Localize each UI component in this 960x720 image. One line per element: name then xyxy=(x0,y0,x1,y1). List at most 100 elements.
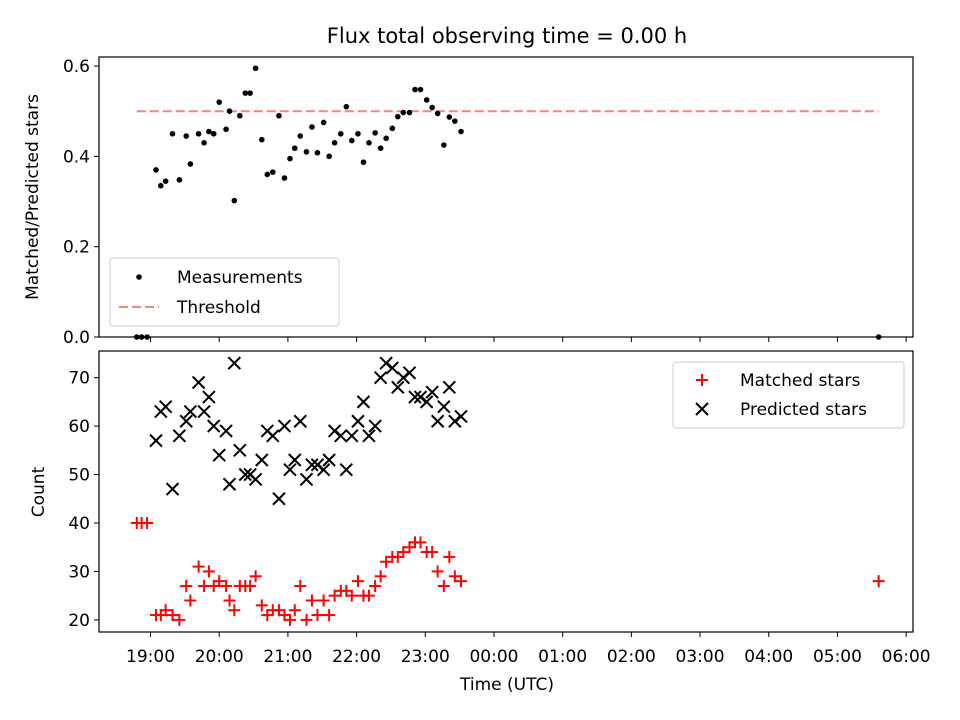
measurement-point xyxy=(314,149,321,156)
bottom-xlabel: Time (UTC) xyxy=(459,675,554,695)
predicted-point xyxy=(316,462,331,477)
measurement-point xyxy=(309,124,315,130)
predicted-point xyxy=(402,366,417,380)
measurement-point xyxy=(183,133,190,139)
matched-point xyxy=(283,613,296,626)
matched-legend-marker xyxy=(696,374,708,386)
matched-point xyxy=(202,565,215,578)
predicted-point xyxy=(277,419,292,433)
predicted-point xyxy=(299,472,314,487)
matched-point xyxy=(244,579,257,592)
matched-point xyxy=(455,575,468,588)
matched-point xyxy=(220,579,233,592)
predicted-point xyxy=(238,467,253,482)
matched-point xyxy=(305,594,318,607)
measurement-point xyxy=(360,159,367,166)
top-ytick-label: 0.6 xyxy=(63,57,90,77)
measurement-point xyxy=(452,118,458,124)
matched-point xyxy=(213,575,226,588)
bottom-xtick-label: 20:00 xyxy=(195,647,244,667)
predicted-point xyxy=(430,414,445,428)
measurement-point xyxy=(247,90,253,96)
measurement-point xyxy=(297,133,304,139)
measurement-point xyxy=(226,108,233,114)
matched-point xyxy=(249,570,262,583)
matched-point xyxy=(228,604,241,617)
bottom-xtick-label: 01:00 xyxy=(538,647,587,667)
predicted-point xyxy=(172,429,187,443)
predicted-point xyxy=(419,395,434,409)
predicted-point xyxy=(437,400,451,414)
bottom-ytick-label: 70 xyxy=(68,369,90,389)
bottom-ytick-label: 50 xyxy=(68,466,90,486)
predicted-point xyxy=(197,404,211,419)
measurement-point xyxy=(237,112,243,119)
legend-threshold: Threshold xyxy=(176,298,261,318)
measurement-point xyxy=(355,130,361,137)
measurement-point xyxy=(158,182,164,189)
measurement-point xyxy=(429,104,435,111)
top-ylabel: Matched/Predicted stars xyxy=(23,94,43,300)
measurement-point xyxy=(231,197,238,204)
matched-point xyxy=(223,594,236,607)
bottom-ytick-label: 40 xyxy=(68,514,90,534)
measurement-point xyxy=(206,128,212,135)
predicted-point xyxy=(272,492,286,506)
matched-point xyxy=(173,613,186,626)
predicted-point xyxy=(293,414,307,428)
predicted-point xyxy=(368,419,382,433)
predicted-point xyxy=(283,462,297,477)
bottom-xtick-label: 22:00 xyxy=(332,647,381,667)
predicted-point xyxy=(233,443,247,458)
measurement-point xyxy=(269,169,276,175)
bottom-axes-frame xyxy=(98,350,914,633)
measurement-point xyxy=(223,126,229,133)
matched-point xyxy=(192,560,205,573)
measurement-point xyxy=(287,155,293,162)
measurement-point xyxy=(395,113,401,120)
matched-point xyxy=(300,613,313,626)
top-axes-frame xyxy=(98,56,914,338)
measurement-point xyxy=(252,65,259,72)
measurement-point xyxy=(153,167,159,173)
predicted-point xyxy=(408,390,422,404)
measurement-point xyxy=(441,142,447,148)
matched-point xyxy=(362,589,375,602)
measurement-point xyxy=(259,136,265,143)
predicted-point xyxy=(322,453,336,467)
top-ytick-label: 0.2 xyxy=(63,238,90,258)
measurement-point xyxy=(326,153,332,160)
predicted-point xyxy=(212,448,226,462)
bottom-xtick-label: 06:00 xyxy=(882,647,931,667)
matched-point xyxy=(414,536,427,549)
measurement-point xyxy=(276,112,282,119)
measurement-point xyxy=(291,145,298,152)
predicted-point xyxy=(202,390,216,404)
bottom-ytick-label: 20 xyxy=(68,611,90,631)
measurements-legend-marker xyxy=(136,274,142,280)
measurement-point xyxy=(242,90,249,96)
predicted-point xyxy=(266,429,280,443)
matched-point xyxy=(369,579,382,592)
measurement-point xyxy=(201,140,207,146)
measurement-point xyxy=(412,86,418,93)
predicted-point xyxy=(339,462,353,477)
matched-point xyxy=(374,570,387,583)
measurement-point xyxy=(406,109,413,116)
bottom-xtick-label: 19:00 xyxy=(126,647,175,667)
matched-point xyxy=(351,575,364,588)
measurement-point xyxy=(383,135,389,142)
measurement-point xyxy=(210,130,217,137)
predicted-point xyxy=(373,370,388,385)
predicted-point xyxy=(425,385,439,399)
measurement-point xyxy=(417,86,424,93)
measurement-point xyxy=(348,137,355,144)
measurement-point xyxy=(389,125,396,132)
bottom-ytick-label: 60 xyxy=(68,417,90,437)
matched-point xyxy=(294,579,307,592)
measurement-point xyxy=(281,175,288,181)
matched-point xyxy=(184,594,197,607)
chart-title: Flux total observing time = 0.00 h xyxy=(327,24,687,48)
bottom-xtick-label: 03:00 xyxy=(676,647,725,667)
matched-point xyxy=(255,599,268,612)
